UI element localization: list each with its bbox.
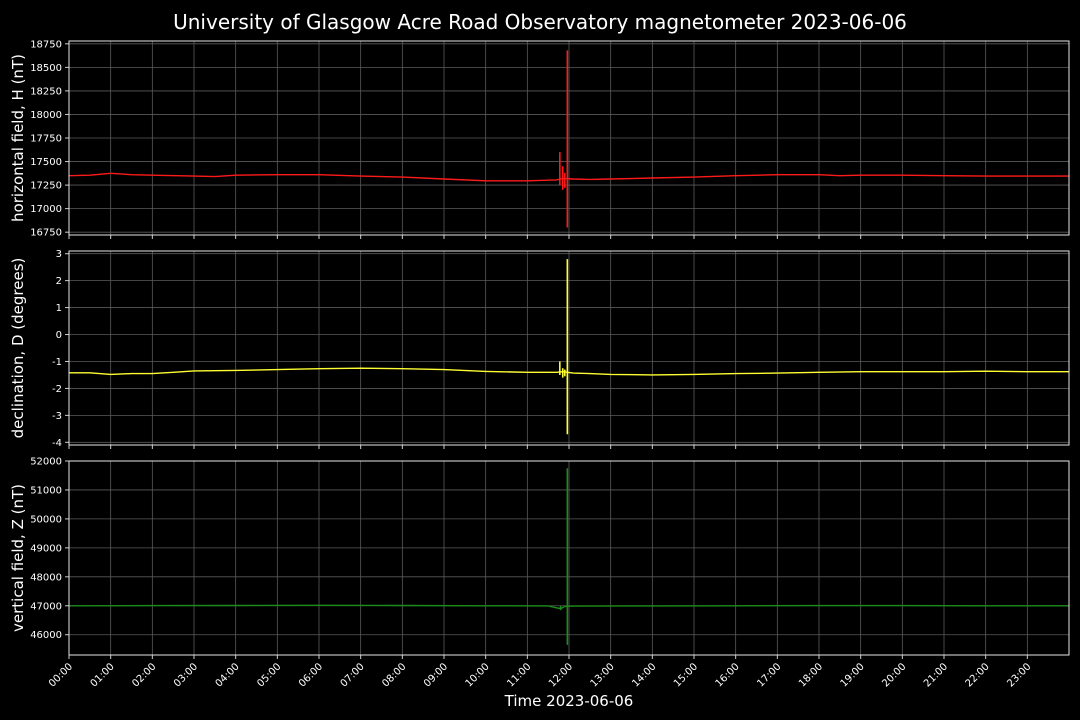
y-tick-label: 2: [56, 276, 62, 287]
y-tick-label: 48000: [30, 572, 62, 583]
panel-2: -4 -3 -2 -1 0 1 2 3 declination, D (degrees): [9, 249, 1070, 449]
y-tick-label: 0: [56, 330, 62, 341]
y-axis-label: vertical field, Z (nT): [9, 484, 27, 632]
y-tick-label: 18750: [30, 39, 62, 50]
panel-frame: [68, 40, 1070, 236]
y-tick-label: 17000: [30, 204, 62, 215]
y-tick-label: 18000: [30, 110, 62, 121]
series-line: [68, 604, 1069, 610]
chart-title: University of Glasgow Acre Road Observat…: [173, 10, 907, 34]
y-tick-label: 47000: [30, 601, 62, 612]
y-axis-label: horizontal field, H (nT): [9, 54, 27, 222]
y-tick-label: 50000: [30, 514, 62, 525]
y-tick-label: 17750: [30, 134, 62, 145]
y-tick-label: -2: [52, 384, 62, 395]
y-tick-label: 18500: [30, 63, 62, 74]
panel-3: 46000 47000 48000 49000 50000 51000 52000 verti…: [9, 457, 1070, 659]
y-tick-label: -1: [52, 357, 62, 368]
y-tick-label: -4: [52, 438, 62, 449]
y-tick-label: 51000: [30, 485, 62, 496]
y-tick-label: 18250: [30, 86, 62, 97]
y-tick-label: 17500: [30, 157, 62, 168]
y-axis-label: declination, D (degrees): [9, 258, 27, 439]
y-tick-label: 49000: [30, 543, 62, 554]
y-tick-label: 3: [56, 249, 62, 260]
x-axis-label: Time 2023-06-06: [504, 692, 634, 710]
panel-frame: [68, 250, 1070, 446]
y-tick-label: -3: [52, 411, 62, 422]
panel-frame: [68, 460, 1070, 656]
y-tick-label: 16750: [30, 228, 62, 239]
y-tick-label: 46000: [30, 630, 62, 641]
y-tick-label: 52000: [30, 457, 62, 468]
series-line: [69, 367, 1069, 376]
y-tick-label: 17250: [30, 181, 62, 192]
y-tick-label: 1: [56, 303, 62, 314]
panel-1: 16750 17000 17250 17500 17750 18000 18250 18500…: [9, 39, 1070, 239]
